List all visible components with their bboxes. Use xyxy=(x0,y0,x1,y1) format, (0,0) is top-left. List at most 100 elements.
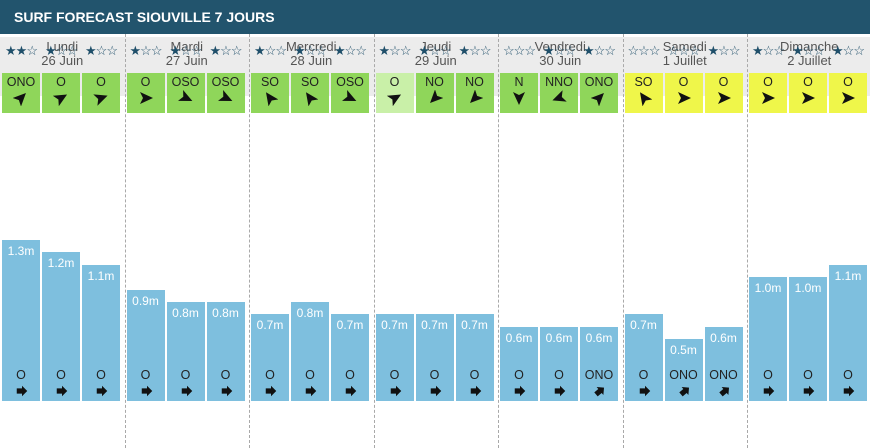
wind-direction-label: O xyxy=(140,75,151,89)
wind-cell: OSO xyxy=(331,73,369,113)
rating-stars: ★☆☆ xyxy=(458,43,492,58)
day-date: 29 Juin xyxy=(414,53,457,68)
wave-height-label: 0.7m xyxy=(461,318,488,332)
wind-direction-label: NO xyxy=(425,75,444,89)
swell-arrow xyxy=(456,384,494,400)
day-date: 27 Juin xyxy=(165,53,208,68)
rating-stars: ★☆☆ xyxy=(832,43,865,58)
wave-height-bar xyxy=(126,290,165,401)
wind-direction-label: OSO xyxy=(336,75,364,89)
swell-arrow-icon xyxy=(678,386,689,397)
rating-stars: ★☆☆ xyxy=(707,43,741,58)
wave-height-label: 1.1m xyxy=(834,269,862,283)
wave-height-label: 0.8m xyxy=(296,306,324,320)
wave-height-label: 0.8m xyxy=(172,306,199,320)
wind-cell: SO xyxy=(291,73,329,113)
wind-cell: O xyxy=(789,73,827,113)
day-date: 1 Juillet xyxy=(662,53,707,68)
swell-direction-label: O xyxy=(554,368,564,382)
wave-height-bar xyxy=(2,240,40,401)
swell-arrow xyxy=(789,384,827,400)
swell-direction-label: O xyxy=(305,368,315,382)
wind-cell: NNO xyxy=(540,73,578,113)
rating-stars: ☆☆☆ xyxy=(503,43,536,58)
day-name: Samedi xyxy=(662,39,707,54)
rating-stars: ★☆☆ xyxy=(418,43,452,58)
wind-arrow-icon xyxy=(469,90,483,103)
swell-direction-label: ONO xyxy=(584,368,614,382)
swell-arrow xyxy=(665,384,703,400)
day-name: Mercredi xyxy=(285,39,337,54)
swell-arrow xyxy=(207,384,245,400)
wave-height-label: 0.6m xyxy=(545,331,573,345)
swell-arrow xyxy=(416,384,454,400)
swell-arrow xyxy=(540,384,578,400)
swell-direction-label: O xyxy=(265,368,275,382)
swell-arrow-icon xyxy=(96,385,108,397)
swell-arrow-icon xyxy=(56,385,68,397)
wind-cell: NO xyxy=(455,73,494,113)
swell-arrow-icon xyxy=(430,385,441,397)
wind-direction-label: O xyxy=(718,75,729,89)
day-separator xyxy=(747,34,748,448)
day-column: Vendredi 30 Juin xyxy=(498,34,623,448)
wave-height-label: 1.0m xyxy=(754,281,782,295)
swell-direction-label: O xyxy=(638,368,649,382)
day-name: Dimanche xyxy=(779,39,839,54)
wave-height-bar xyxy=(624,314,663,401)
wave-height-bar xyxy=(42,252,80,401)
wind-direction-label: O xyxy=(96,75,106,89)
rating-stars: ★☆☆ xyxy=(792,43,825,58)
wind-cell: O xyxy=(126,73,165,113)
page-title: SURF FORECAST SIOUVILLE 7 JOURS xyxy=(0,0,870,34)
wave-height-label: 0.6m xyxy=(505,331,533,345)
rating-stars: ★☆☆ xyxy=(752,43,785,58)
swell-arrow-icon xyxy=(305,385,317,397)
swell-arrow xyxy=(749,384,787,400)
wave-height-label: 1.3m xyxy=(7,244,35,258)
wind-direction-label: O xyxy=(56,75,66,89)
wave-height-label: 0.6m xyxy=(585,331,613,345)
wind-cell: O xyxy=(42,73,80,113)
day-name: Lundi xyxy=(46,39,79,54)
wave-height-label: 0.6m xyxy=(710,331,737,345)
day-date: 30 Juin xyxy=(539,53,582,68)
wave-height-bar xyxy=(206,302,245,401)
wind-arrow-icon xyxy=(717,92,731,104)
swell-direction-label: O xyxy=(220,368,231,382)
wind-direction-label: O xyxy=(389,75,400,89)
swell-arrow-icon xyxy=(554,385,566,397)
swell-arrow-icon xyxy=(141,385,152,397)
rating-stars: ☆☆☆ xyxy=(667,43,701,58)
swell-arrow xyxy=(167,384,205,400)
wind-arrow-icon xyxy=(305,92,318,106)
wind-cell: O xyxy=(375,73,414,113)
wave-height-label: 0.7m xyxy=(256,318,284,332)
wind-direction-label: N xyxy=(514,75,524,89)
day-date: 28 Juin xyxy=(290,53,333,68)
wind-arrow-icon xyxy=(217,90,232,101)
wave-height-bar xyxy=(749,277,787,401)
swell-direction-label: O xyxy=(469,368,480,382)
day-date: 26 Juin xyxy=(41,53,84,68)
wave-height-label: 0.8m xyxy=(212,306,239,320)
day-name: Jeudi xyxy=(420,39,452,54)
wave-height-bar xyxy=(455,314,494,401)
wind-cell: O xyxy=(664,73,703,113)
wind-direction-label: NNO xyxy=(545,75,573,89)
day-separator xyxy=(373,34,375,448)
swell-arrow-icon xyxy=(345,385,357,397)
swell-direction-label: O xyxy=(140,368,151,382)
rating-stars: ☆☆☆ xyxy=(627,43,661,58)
wave-height-label: 0.7m xyxy=(630,318,657,332)
swell-arrow-icon xyxy=(16,385,28,397)
swell-direction-label: O xyxy=(514,368,524,382)
wave-height-label: 0.5m xyxy=(670,343,697,357)
swell-direction-label: O xyxy=(843,368,853,382)
day-separator xyxy=(498,34,499,448)
swell-arrow xyxy=(127,384,165,400)
wave-height-label: 1.1m xyxy=(87,269,115,283)
swell-direction-label: ONO xyxy=(669,368,698,382)
swell-direction-label: O xyxy=(763,368,773,382)
wind-direction-label: O xyxy=(803,75,813,89)
